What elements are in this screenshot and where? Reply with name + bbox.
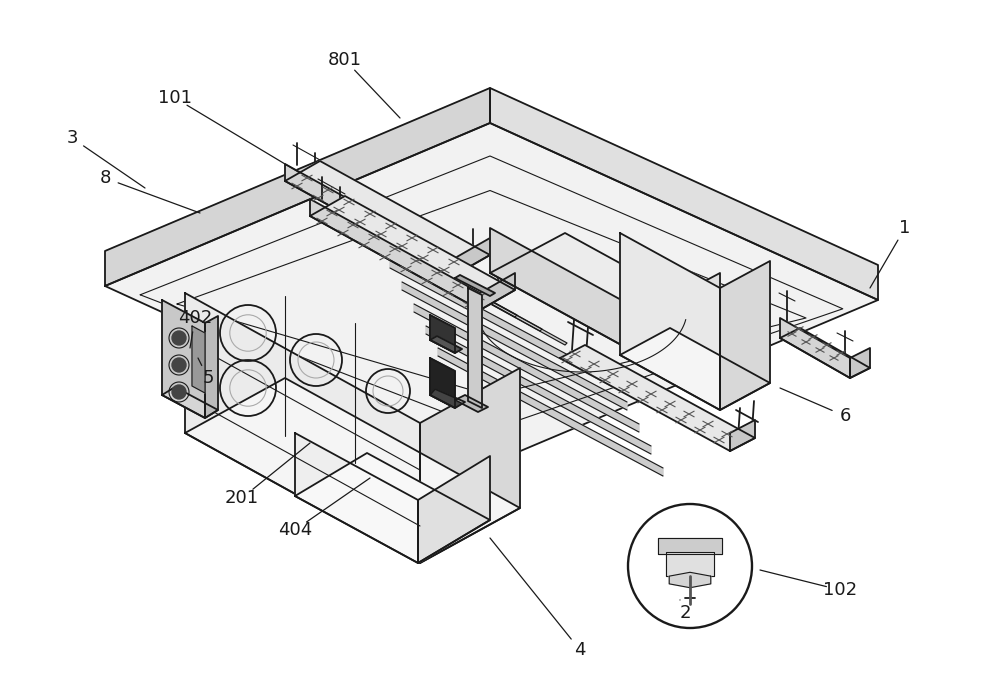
Polygon shape: [430, 336, 462, 353]
Polygon shape: [455, 275, 495, 296]
Text: 4: 4: [574, 641, 586, 659]
Polygon shape: [490, 228, 645, 358]
Polygon shape: [440, 269, 442, 276]
Polygon shape: [162, 387, 218, 418]
Polygon shape: [430, 389, 465, 408]
Polygon shape: [185, 378, 520, 563]
Polygon shape: [105, 88, 490, 286]
Polygon shape: [669, 572, 711, 588]
Polygon shape: [414, 304, 639, 432]
Polygon shape: [645, 273, 720, 358]
Polygon shape: [415, 255, 417, 262]
Circle shape: [172, 358, 186, 372]
Polygon shape: [490, 233, 720, 358]
Circle shape: [172, 331, 186, 345]
Polygon shape: [455, 395, 488, 412]
Text: 801: 801: [328, 51, 362, 69]
Text: 5: 5: [202, 369, 214, 387]
Text: 404: 404: [278, 521, 312, 539]
Polygon shape: [402, 282, 627, 410]
Polygon shape: [420, 368, 520, 563]
Text: 101: 101: [158, 89, 192, 107]
Polygon shape: [105, 123, 878, 463]
Polygon shape: [560, 345, 755, 451]
Polygon shape: [455, 238, 490, 275]
Polygon shape: [205, 316, 218, 418]
Polygon shape: [390, 246, 492, 303]
Polygon shape: [666, 552, 714, 576]
Polygon shape: [430, 315, 455, 353]
Polygon shape: [426, 326, 651, 454]
Polygon shape: [490, 88, 878, 300]
Polygon shape: [850, 348, 870, 378]
Text: 6: 6: [839, 407, 851, 425]
Polygon shape: [295, 433, 418, 563]
Polygon shape: [720, 261, 770, 410]
Polygon shape: [780, 328, 870, 378]
Polygon shape: [418, 456, 490, 563]
Polygon shape: [415, 260, 517, 317]
Polygon shape: [468, 288, 482, 408]
Text: 3: 3: [66, 129, 78, 147]
Polygon shape: [390, 241, 392, 248]
Polygon shape: [162, 300, 205, 418]
Polygon shape: [480, 273, 515, 310]
Polygon shape: [780, 318, 850, 378]
Polygon shape: [310, 199, 480, 310]
Polygon shape: [185, 293, 420, 563]
Circle shape: [172, 385, 186, 399]
Polygon shape: [192, 326, 205, 393]
Text: 1: 1: [899, 219, 911, 237]
Polygon shape: [390, 260, 615, 388]
Polygon shape: [620, 233, 720, 410]
Polygon shape: [438, 348, 663, 476]
Polygon shape: [620, 328, 770, 410]
Text: 201: 201: [225, 489, 259, 507]
Polygon shape: [658, 538, 722, 554]
Polygon shape: [465, 288, 567, 345]
Circle shape: [628, 504, 752, 628]
Polygon shape: [285, 164, 455, 275]
Polygon shape: [440, 274, 542, 331]
Text: 102: 102: [823, 581, 857, 599]
Polygon shape: [295, 453, 490, 563]
Polygon shape: [465, 283, 467, 290]
Text: 402: 402: [178, 309, 212, 327]
Polygon shape: [730, 420, 755, 451]
Polygon shape: [430, 358, 455, 408]
Polygon shape: [310, 196, 515, 310]
Text: 2: 2: [679, 604, 691, 622]
Text: 8: 8: [99, 169, 111, 187]
Polygon shape: [285, 161, 490, 275]
